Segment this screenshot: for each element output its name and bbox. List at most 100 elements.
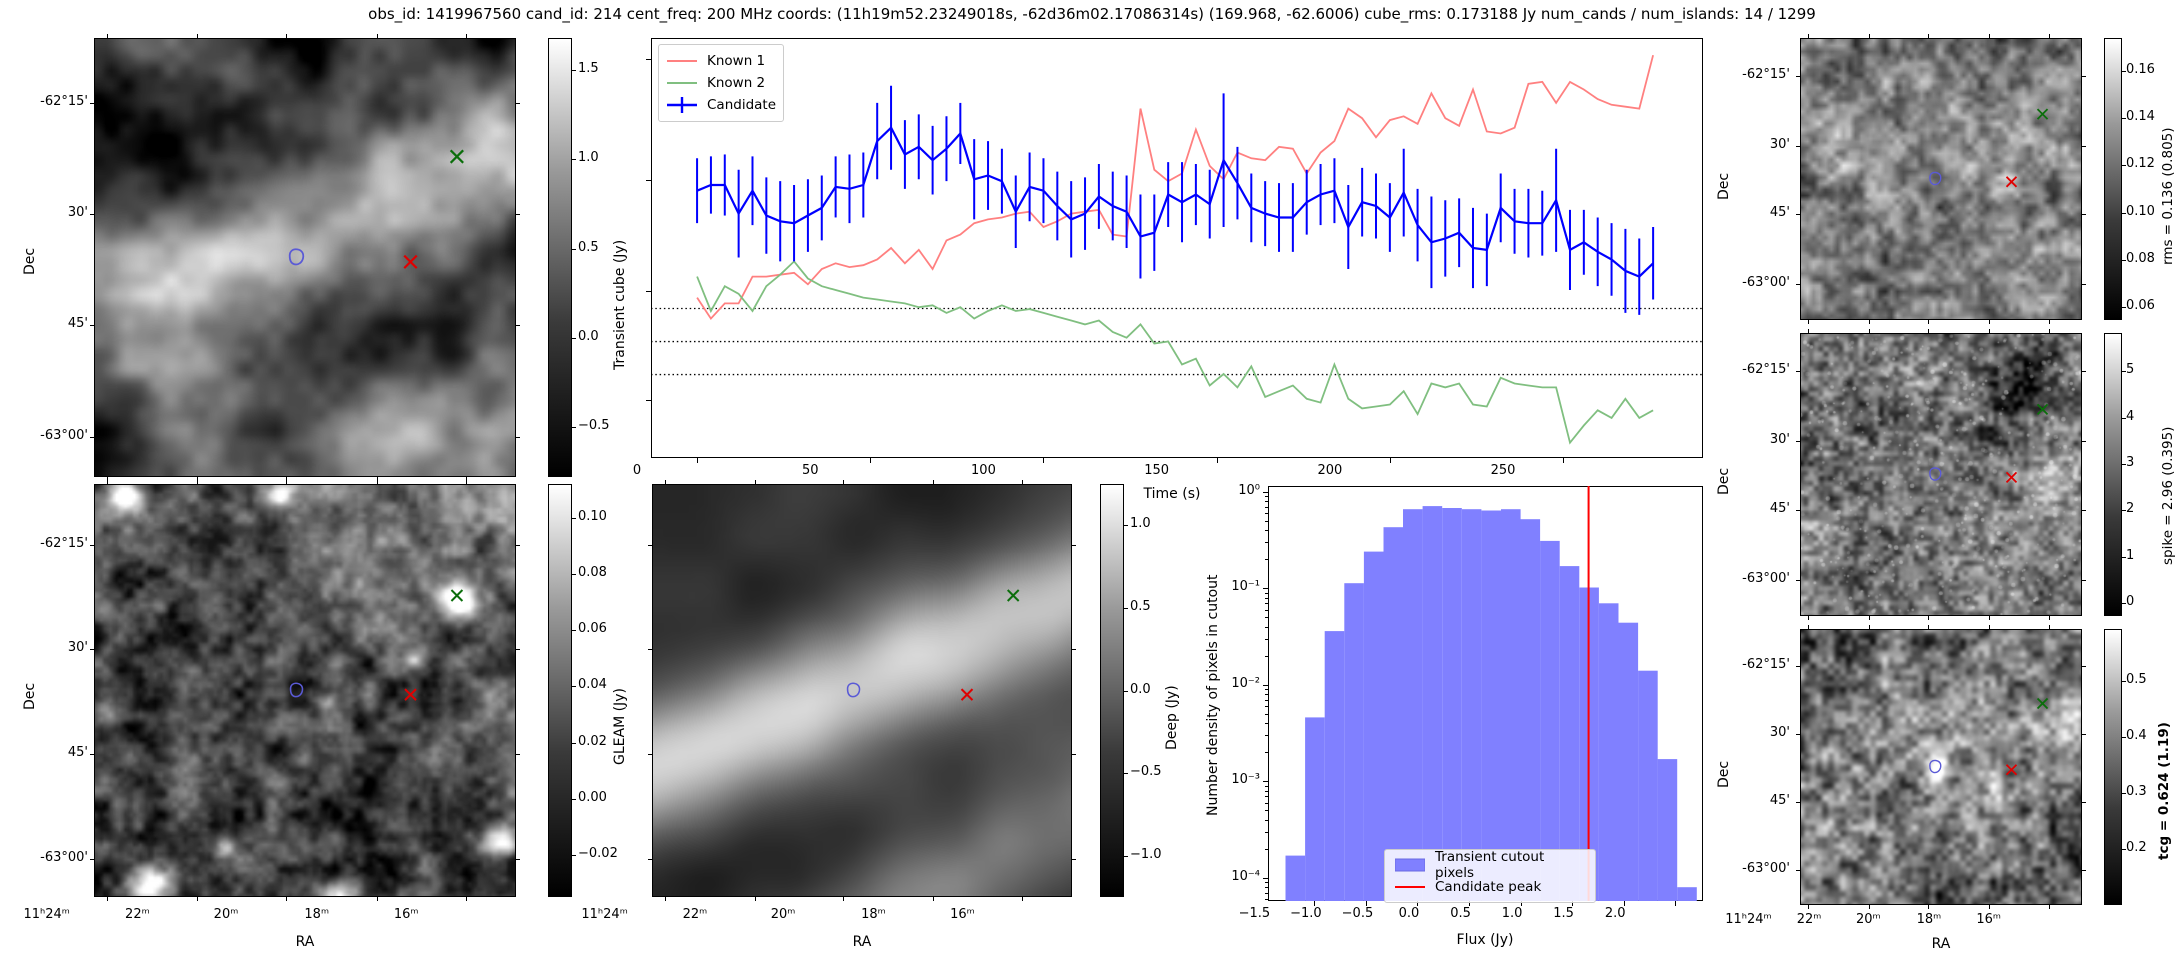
legend-label: Candidate peak [1435, 879, 1542, 895]
transient_cube-colorbar [548, 38, 572, 477]
histogram-bar [1305, 717, 1325, 901]
histogram-x-tick [1520, 901, 1522, 906]
histogram-y-minortick [1265, 699, 1268, 701]
spike-colorbar [2104, 333, 2122, 616]
gleam-markers [289, 589, 464, 701]
spike-dec-tick [1796, 579, 1800, 581]
deep-ra-ticklabel: 16ᵐ [950, 907, 975, 922]
spike-ra-tick [1988, 616, 1990, 620]
histogram-y-minortick [1265, 506, 1268, 508]
spike-ra-tick [1869, 329, 1871, 333]
rms-colorbar-tick [2122, 118, 2126, 120]
histogram-y-minortick [1265, 899, 1268, 901]
rms-ra-tick [1928, 34, 1930, 38]
histogram-bar [1422, 506, 1443, 901]
rms-ra-tick [1988, 34, 1990, 38]
transient_cube-dec-ticklabel: -62°15' [40, 93, 88, 109]
histogram-x-tick [1469, 901, 1470, 906]
deep-dec-tick [648, 649, 652, 651]
histogram-x-ticklabel: 0.5 [1450, 906, 1471, 921]
tcg-ra-tick [2048, 905, 2050, 909]
deep-colorbar-ticklabel: 0.5 [1130, 598, 1151, 614]
histogram-y-minortick [1265, 785, 1268, 787]
histogram-y-minortick [1265, 735, 1268, 737]
spike-colorbar-ticklabel: 4 [2126, 408, 2135, 424]
transient_cube-markers [288, 149, 464, 269]
tcg-ra-tick [1928, 625, 1930, 629]
spike-colorbar-tick [2122, 464, 2126, 466]
histogram-bar [1461, 509, 1482, 901]
transient_cube-ra-tick [106, 477, 108, 481]
histogram-y-minortick [1265, 689, 1268, 691]
lightcurve-y-tick [646, 400, 651, 402]
deep-ra-ticklabel: 18ᵐ [861, 907, 886, 922]
gleam-ra-ticklabel: 22ᵐ [125, 907, 150, 922]
lightcurve-y-tick [646, 290, 651, 292]
gleam-colorbar-tick [572, 742, 576, 744]
gleam-cutout-image [94, 484, 516, 897]
tcg-ra-tick [2048, 625, 2050, 629]
lightcurve-x-tick [1389, 458, 1391, 463]
deep-ra-tick [754, 480, 756, 484]
histogram-y-minortick [1265, 501, 1268, 503]
candidate-contour [846, 682, 861, 698]
rms-colorbar-label: rms = 0.136 (0.805) [2160, 127, 2176, 265]
gleam-dec-ticklabel: -63°00' [40, 850, 88, 865]
lightcurve-x-ticklabel: 0 [632, 463, 642, 478]
histogram-x-tick [1675, 901, 1677, 906]
histogram-y-tick [1263, 588, 1268, 590]
rms-dec-ticklabel: 45' [1769, 205, 1790, 221]
tcg-ra-ticklabel: 11ʰ24ᵐ [1725, 912, 1772, 927]
gleam-dec-tick [90, 649, 94, 651]
deep-ra-tick [664, 897, 666, 901]
transient_cube-colorbar-tick [572, 426, 576, 428]
deep-ra-ticklabel: 20ᵐ [770, 907, 796, 922]
histogram-y-minortick [1265, 694, 1268, 696]
deep-dec-tick [648, 859, 652, 860]
tcg-dec-ticklabel: -63°00' [1742, 860, 1790, 876]
transient_cube-colorbar-ticklabel: 1.5 [578, 61, 599, 77]
transient_cube-dec-tick [90, 436, 94, 438]
gleam-dec-ticklabel: 45' [67, 745, 88, 761]
legend-item-candidate-peak: Candidate peak [1395, 876, 1585, 898]
spike-colorbar-tick [2122, 602, 2126, 604]
lightcurve-x-ticklabel: 50 [801, 463, 819, 478]
spike-colorbar-ticklabel: 1 [2126, 547, 2135, 563]
red-x-marker [404, 688, 417, 701]
histogram-y-minortick [1265, 603, 1268, 605]
tcg-colorbar-tick [2122, 736, 2126, 738]
legend-item-known1: Known 1 [667, 50, 773, 72]
dec-axis-label-rms: Dec [1716, 172, 1732, 200]
spike-ra-tick [1808, 616, 1810, 620]
red-x-marker [2005, 471, 2018, 483]
deep-colorbar-tick [1124, 607, 1128, 609]
spike-colorbar-ticklabel: 0 [2126, 593, 2135, 609]
lightcurve-x-tick [1216, 458, 1218, 463]
rms-colorbar-tick [2122, 259, 2126, 261]
deep-colorbar-tick [1124, 855, 1128, 857]
gleam-dec-tick [516, 545, 520, 547]
candidate-errorbar-icon [667, 97, 697, 113]
histogram-y-minortick [1265, 892, 1268, 894]
rms-dec-ticklabel: -62°15' [1742, 67, 1790, 83]
rms-ra-tick [2048, 320, 2050, 324]
ra-axis-label-gleam: RA [295, 934, 315, 950]
histogram-bar [1501, 509, 1521, 901]
spike-dec-tick [2082, 509, 2086, 511]
histogram-y-minortick [1265, 655, 1268, 657]
spike-ra-tick [2048, 329, 2050, 333]
deep-dec-tick [1072, 754, 1076, 756]
gleam-ra-tick [286, 897, 287, 901]
histogram-x-tick [1417, 901, 1419, 906]
legend-item-candidate: Candidate [667, 94, 776, 116]
rms-dec-tick [1796, 214, 1800, 216]
green-x-marker [2036, 108, 2049, 120]
dec-axis-label-gleam: Dec [22, 682, 38, 710]
histogram-x-ticklabel: 0.0 [1398, 906, 1420, 921]
gleam-colorbar-tick [572, 798, 576, 800]
deep-dec-tick [1072, 649, 1076, 651]
candidate-line [696, 125, 1654, 278]
deep-markers [846, 589, 1020, 701]
histogram-bar [1442, 508, 1462, 901]
gleam-dec-tick [516, 859, 520, 860]
